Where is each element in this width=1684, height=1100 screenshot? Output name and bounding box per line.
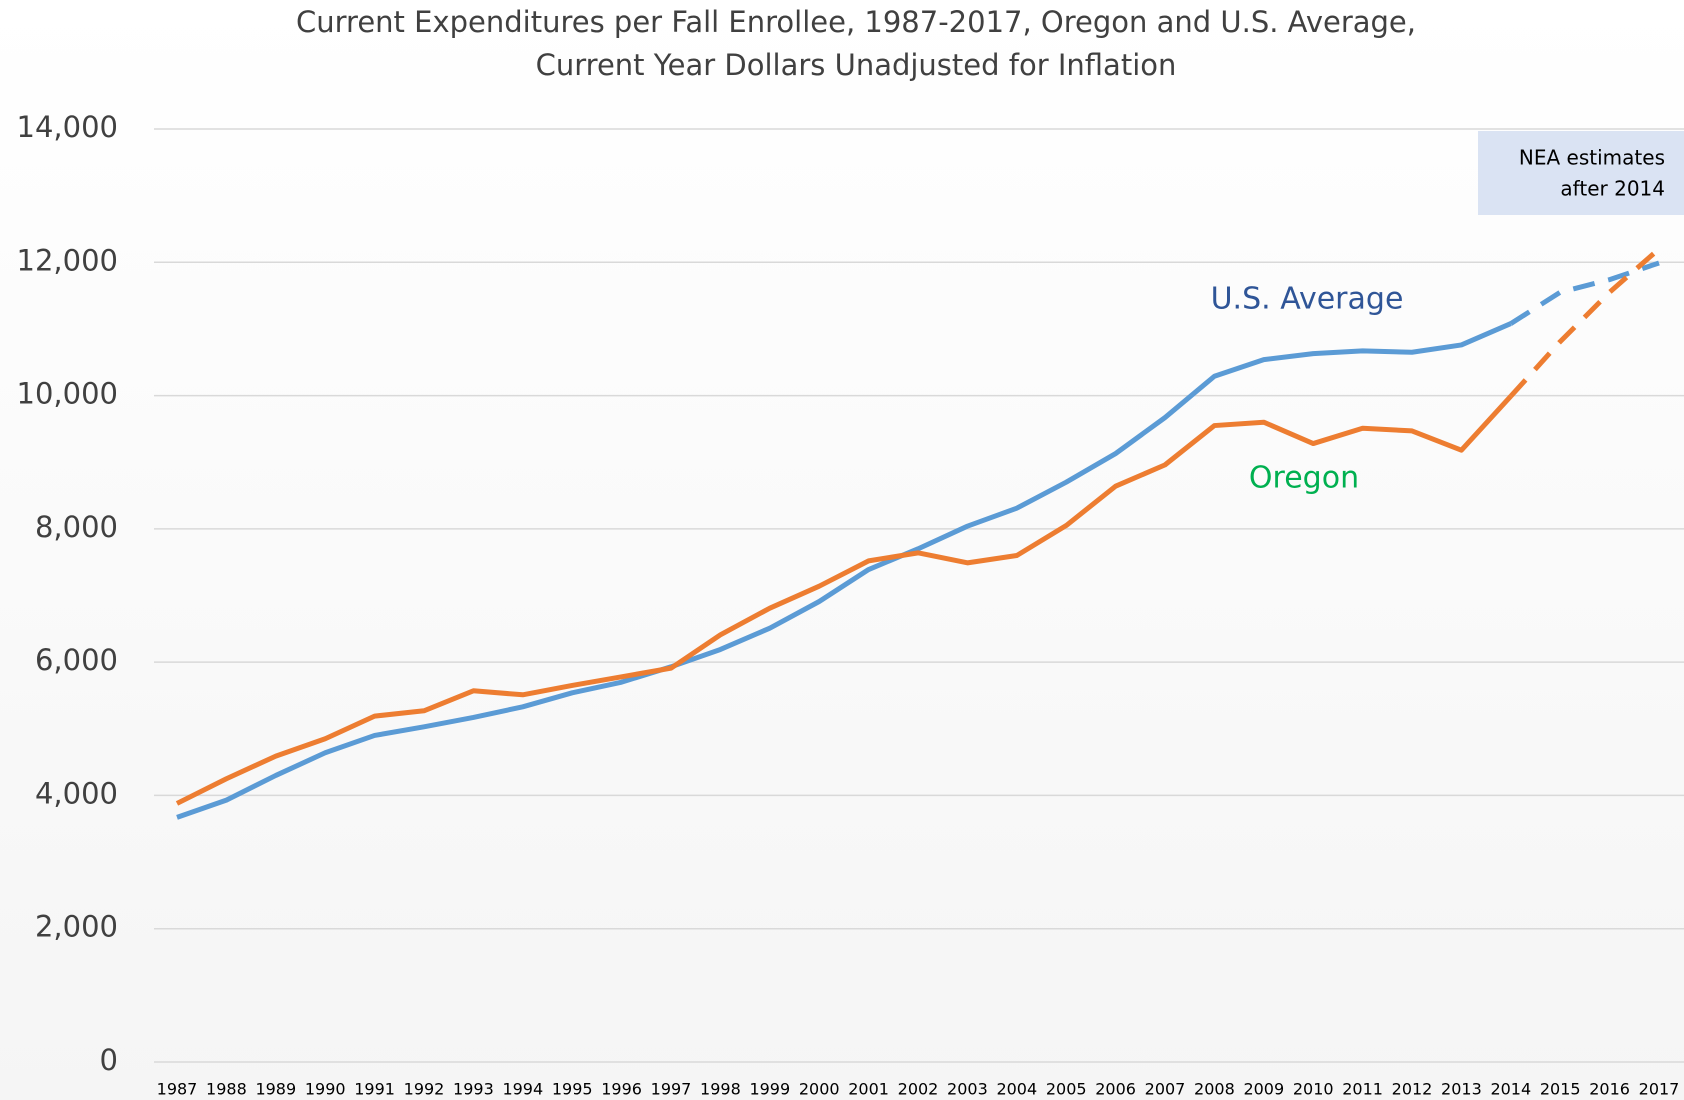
y-tick-label: 6,000 (35, 643, 118, 677)
series-label: Oregon (1249, 461, 1359, 496)
y-tick-label: 2,000 (35, 910, 118, 944)
x-tick-label: 2002 (898, 1080, 939, 1099)
series-label: U.S. Average (1211, 282, 1404, 317)
chart-subtitle: Current Year Dollars Unadjusted for Infl… (536, 48, 1177, 82)
x-tick-label: 2014 (1490, 1080, 1531, 1099)
series-line (1508, 247, 1661, 398)
x-tick-label: 1987 (157, 1080, 198, 1099)
y-tick-label: 4,000 (35, 776, 118, 810)
x-tick-label: 1991 (354, 1080, 395, 1099)
x-tick-label: 1992 (404, 1080, 445, 1099)
x-tick-label: 2008 (1194, 1080, 1235, 1099)
x-tick-label: 1997 (651, 1080, 692, 1099)
x-tick-label: 1989 (255, 1080, 296, 1099)
x-tick-label: 2004 (996, 1080, 1037, 1099)
x-tick-label: 2000 (799, 1080, 840, 1099)
series-line (176, 321, 1512, 820)
x-tick-label: 1993 (453, 1080, 494, 1099)
x-tick-label: 2016 (1589, 1080, 1630, 1099)
x-tick-label: 1988 (206, 1080, 247, 1099)
x-tick-label: 2017 (1639, 1080, 1680, 1099)
x-tick-label: 2009 (1243, 1080, 1284, 1099)
x-tick-label: 2005 (1046, 1080, 1087, 1099)
x-tick-label: 1990 (305, 1080, 346, 1099)
x-tick-label: 2011 (1342, 1080, 1383, 1099)
x-tick-label: 1996 (601, 1080, 642, 1099)
x-tick-label: 2001 (848, 1080, 889, 1099)
x-tick-label: 1998 (700, 1080, 741, 1099)
x-tick-label: 2006 (1095, 1080, 1136, 1099)
series-line (175, 394, 1513, 806)
annotation: NEA estimates (1519, 146, 1665, 170)
x-tick-label: 2015 (1540, 1080, 1581, 1099)
annotation-box (1478, 131, 1684, 215)
x-tick-label: 1999 (749, 1080, 790, 1099)
annotation: after 2014 (1560, 177, 1665, 201)
y-tick-label: 10,000 (17, 377, 118, 411)
x-tick-label: 2003 (947, 1080, 988, 1099)
y-tick-label: 12,000 (17, 243, 118, 277)
x-tick-label: 1994 (502, 1080, 543, 1099)
x-tick-label: 2013 (1441, 1080, 1482, 1099)
x-tick-label: 1995 (552, 1080, 593, 1099)
x-tick-label: 2012 (1392, 1080, 1433, 1099)
y-tick-label: 14,000 (17, 110, 118, 144)
x-tick-label: 2007 (1145, 1080, 1186, 1099)
y-tick-label: 0 (100, 1043, 118, 1077)
y-tick-label: 8,000 (35, 510, 118, 544)
series-line (1509, 260, 1660, 326)
chart-title: Current Expenditures per Fall Enrollee, … (296, 5, 1416, 39)
x-tick-label: 2010 (1293, 1080, 1334, 1099)
